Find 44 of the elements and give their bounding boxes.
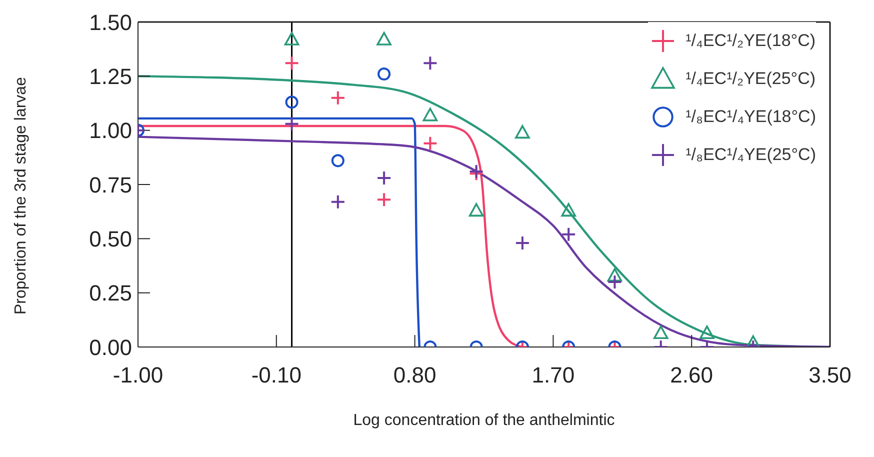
- legend-label: ¹/₈EC¹/₄YE(25°C): [686, 145, 816, 165]
- point: [285, 96, 298, 109]
- legend-label: ¹/₈EC¹/₄YE(18°C): [686, 107, 816, 127]
- legend-label: ¹/₄EC¹/₂YE(25°C): [686, 69, 816, 89]
- point: [378, 67, 391, 81]
- point: [653, 326, 668, 340]
- y-tick-label: 1.00: [89, 118, 132, 144]
- point: [607, 268, 622, 282]
- x-tick-label: -0.10: [251, 362, 302, 388]
- y-tick-label: 0.50: [89, 226, 132, 252]
- point: [376, 32, 392, 46]
- point: [284, 56, 300, 71]
- y-tick-label: 0.75: [89, 172, 132, 198]
- point: [331, 154, 344, 168]
- x-tick-label: 3.50: [808, 362, 852, 388]
- point: [561, 203, 576, 217]
- point: [746, 335, 761, 347]
- x-tick-label: -1.00: [112, 362, 164, 388]
- point: [376, 192, 392, 208]
- point: [514, 236, 530, 250]
- point: [284, 116, 300, 132]
- x-tick-label: 0.80: [393, 362, 436, 388]
- x-tick-label: 2.60: [670, 362, 714, 388]
- y-tick-label: 1.50: [89, 10, 132, 35]
- y-tick-label: 1.25: [89, 64, 132, 89]
- y-tick-label: 0.25: [89, 280, 132, 306]
- point: [515, 125, 530, 139]
- point: [607, 274, 622, 290]
- y-tick-label: 0.00: [89, 334, 132, 360]
- point: [700, 326, 714, 340]
- point: [561, 226, 576, 242]
- y-axis-title: Proportion of the 3rd stage larvae: [12, 76, 30, 314]
- line-series: [138, 117, 421, 347]
- point: [330, 194, 346, 210]
- point: [284, 32, 300, 46]
- point: [376, 170, 392, 186]
- legend-label: ¹/₄EC¹/₂YE(18°C): [686, 31, 816, 51]
- point: [422, 108, 438, 122]
- x-axis-title: Log concentration of the anthelmintic: [353, 412, 615, 429]
- point: [330, 90, 346, 106]
- x-tick-label: 1.70: [532, 362, 575, 388]
- point: [422, 136, 438, 151]
- point: [468, 203, 484, 217]
- point: [422, 56, 438, 71]
